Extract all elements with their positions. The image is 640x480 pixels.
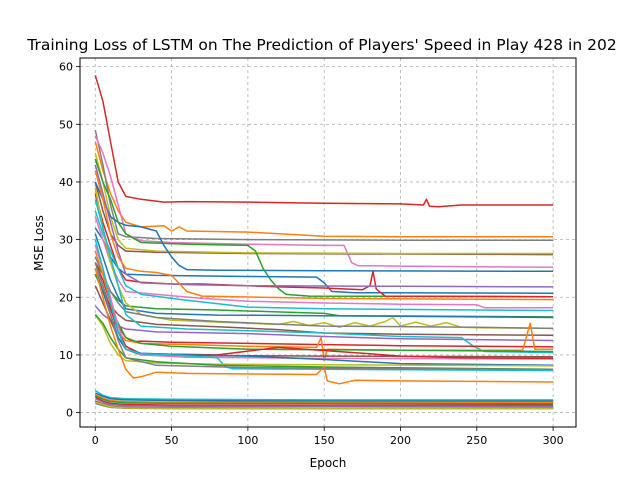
x-tick-label: 150 [314,434,335,447]
y-tick-label: 40 [59,176,73,189]
y-axis-label: MSE Loss [32,215,46,271]
x-tick-label: 100 [237,434,258,447]
x-tick-label: 50 [165,434,179,447]
x-tick-label: 250 [466,434,487,447]
y-tick-label: 10 [59,349,73,362]
x-tick-label: 300 [543,434,564,447]
x-tick-label: 200 [390,434,411,447]
y-tick-label: 0 [66,407,73,420]
y-tick-label: 60 [59,61,73,74]
chart-title: Training Loss of LSTM on The Prediction … [26,36,616,54]
x-tick-label: 0 [92,434,99,447]
y-tick-label: 30 [59,234,73,247]
y-tick-label: 50 [59,118,73,131]
y-tick-label: 20 [59,291,73,304]
x-axis-label: Epoch [310,456,347,470]
